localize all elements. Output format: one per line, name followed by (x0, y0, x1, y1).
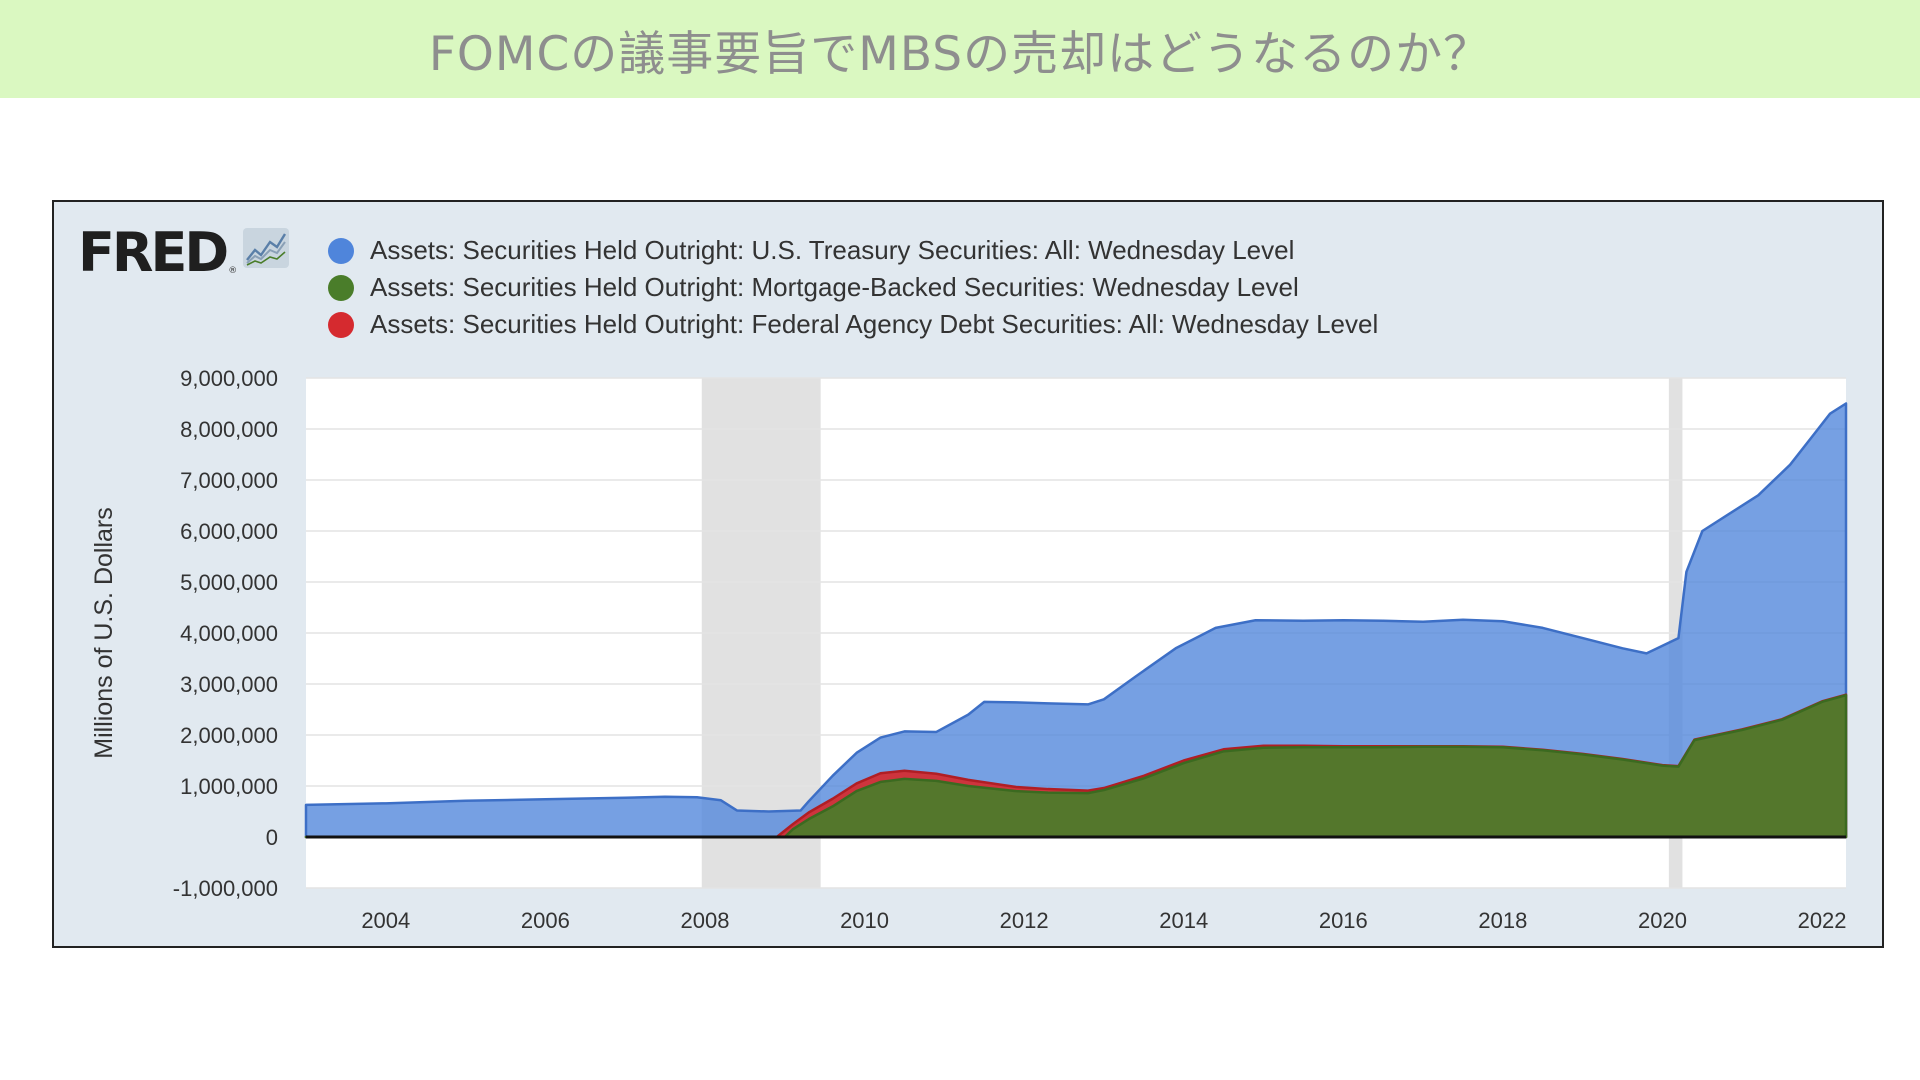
x-tick-label: 2004 (361, 908, 410, 933)
y-tick-label: 4,000,000 (180, 621, 278, 646)
legend-dot-treasury (328, 237, 354, 264)
y-tick-label: 2,000,000 (180, 723, 278, 748)
chart-frame: FRED ® Assets: Securities Held Outright:… (52, 200, 1884, 948)
chart-plot: -1,000,000 0 1,000,000 2,000,000 3,000,000 4,… (90, 366, 1848, 933)
y-axis-ticks: -1,000,000 0 1,000,000 2,000,000 3,000,000 4,… (173, 366, 278, 901)
y-axis-title: Millions of U.S. Dollars (90, 507, 118, 758)
legend-item-treasury[interactable]: Assets: Securities Held Outright: U.S. T… (328, 232, 1378, 269)
legend-dot-mbs (328, 274, 354, 301)
x-tick-label: 2008 (680, 908, 729, 933)
y-tick-label: 8,000,000 (180, 417, 278, 442)
page-title: FOMCの議事要旨でMBSの売却はどうなるのか？ (428, 26, 1492, 82)
y-tick-label: 1,000,000 (180, 774, 278, 799)
x-tick-label: 2006 (521, 908, 570, 933)
series-areas (304, 402, 1848, 839)
fred-logo-text: FRED (78, 221, 229, 284)
legend-item-mbs[interactable]: Assets: Securities Held Outright: Mortga… (328, 269, 1378, 306)
fred-logo[interactable]: FRED ® (78, 221, 290, 284)
legend-label-treasury: Assets: Securities Held Outright: U.S. T… (370, 235, 1295, 265)
legend-label-mbs: Assets: Securities Held Outright: Mortga… (370, 272, 1299, 302)
x-tick-label: 2016 (1319, 908, 1368, 933)
y-tick-label: 6,000,000 (180, 519, 278, 544)
line-graph-icon (243, 228, 290, 268)
y-tick-label: 3,000,000 (180, 672, 278, 697)
title-banner: FOMCの議事要旨でMBSの売却はどうなるのか？ (0, 0, 1920, 98)
legend-dot-agency (328, 311, 354, 338)
y-tick-label: -1,000,000 (173, 876, 278, 901)
y-tick-label: 5,000,000 (180, 570, 278, 595)
x-tick-label: 2014 (1159, 908, 1208, 933)
y-tick-label: 7,000,000 (180, 468, 278, 493)
x-tick-label: 2018 (1478, 908, 1527, 933)
series-area-mbs (304, 693, 1848, 839)
fred-registered-mark: ® (228, 266, 238, 276)
x-tick-label: 2010 (840, 908, 889, 933)
y-tick-label: 0 (266, 825, 278, 850)
legend-label-agency: Assets: Securities Held Outright: Federa… (370, 309, 1379, 339)
chart-legend: Assets: Securities Held Outright: U.S. T… (328, 232, 1378, 343)
x-tick-label: 2012 (1000, 908, 1049, 933)
x-tick-label: 2020 (1638, 908, 1687, 933)
x-tick-label: 2022 (1798, 908, 1847, 933)
legend-item-agency[interactable]: Assets: Securities Held Outright: Federa… (328, 306, 1378, 343)
y-tick-label: 9,000,000 (180, 366, 278, 391)
series-area-treasury (304, 402, 1848, 839)
x-axis-ticks: 2004 2006 2008 2010 2012 2014 2016 2018 2020 2022 (361, 908, 1846, 933)
